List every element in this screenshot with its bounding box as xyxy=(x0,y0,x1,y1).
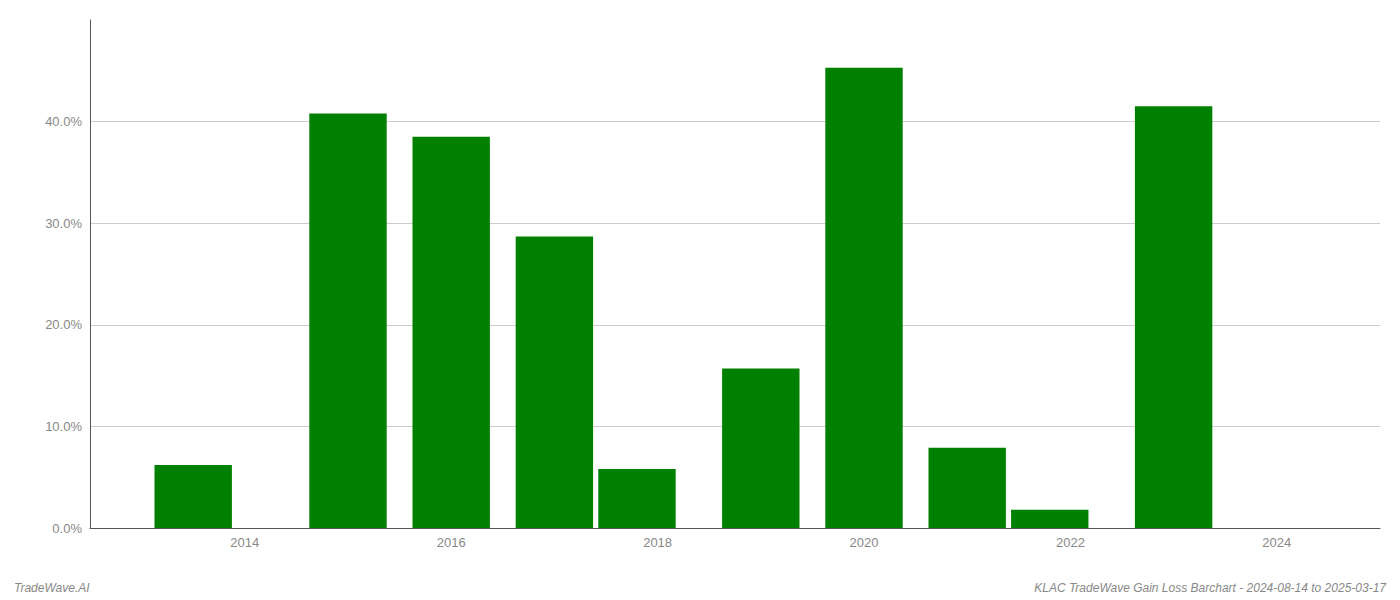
svg-text:KLAC TradeWave Gain Loss Barch: KLAC TradeWave Gain Loss Barchart - 2024… xyxy=(1034,581,1387,595)
svg-text:30.0%: 30.0% xyxy=(45,216,82,231)
svg-text:2016: 2016 xyxy=(437,535,466,550)
svg-text:2022: 2022 xyxy=(1056,535,1085,550)
svg-text:40.0%: 40.0% xyxy=(45,114,82,129)
svg-text:2018: 2018 xyxy=(643,535,672,550)
svg-text:20.0%: 20.0% xyxy=(45,317,82,332)
svg-text:2014: 2014 xyxy=(230,535,259,550)
svg-text:10.0%: 10.0% xyxy=(45,419,82,434)
svg-text:2020: 2020 xyxy=(850,535,879,550)
svg-text:TradeWave.AI: TradeWave.AI xyxy=(14,581,90,595)
svg-text:2024: 2024 xyxy=(1262,535,1291,550)
svg-text:0.0%: 0.0% xyxy=(52,521,82,536)
